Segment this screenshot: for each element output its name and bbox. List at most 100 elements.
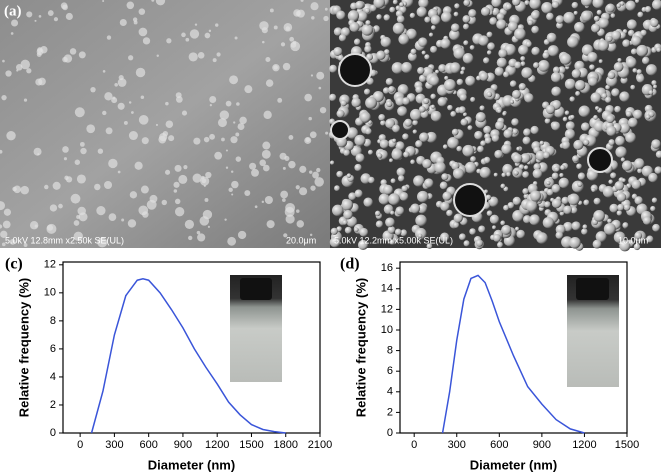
sem-particle	[410, 48, 417, 55]
sem-particle	[483, 156, 491, 164]
sem-particle	[521, 67, 533, 79]
sem-particle	[522, 136, 531, 145]
sem-particle	[463, 0, 471, 7]
sem-particle	[338, 34, 347, 42]
sem-particle	[336, 109, 345, 118]
sem-particle	[606, 35, 613, 42]
sem-particle	[479, 166, 491, 179]
sem-particle	[259, 21, 269, 31]
sem-particle	[578, 105, 591, 118]
sem-particle	[610, 13, 616, 19]
sem-particle	[440, 201, 450, 212]
sem-particle	[359, 111, 371, 123]
sem-particle	[451, 128, 459, 136]
sem-particle	[529, 0, 542, 10]
sem-particle	[608, 139, 615, 146]
sem-particle	[399, 191, 409, 201]
sem-particle	[486, 50, 492, 55]
sem-particle	[29, 221, 39, 230]
sem-particle	[592, 239, 602, 249]
sem-particle	[614, 105, 621, 113]
sem-particle	[460, 118, 468, 126]
sem-particle	[456, 78, 464, 86]
sem-scale: 10.0μm	[618, 235, 648, 245]
sem-particle	[412, 129, 418, 134]
sem-particle	[188, 52, 198, 62]
sem-particle	[609, 203, 619, 213]
sem-particle	[230, 170, 234, 173]
sem-particle	[181, 110, 188, 116]
sem-particle	[135, 67, 146, 78]
sem-particle	[199, 216, 210, 226]
vial-inset	[230, 275, 282, 382]
sem-particle	[389, 239, 395, 245]
sem-particle	[464, 161, 477, 174]
x-tick-label: 0	[411, 439, 417, 451]
sem-particle	[97, 237, 108, 248]
sem-particle	[514, 61, 522, 69]
sem-particle	[520, 153, 531, 164]
sem-particle	[442, 144, 448, 150]
sem-particle	[426, 243, 433, 250]
sem-particle	[619, 1, 625, 6]
sem-particle	[112, 96, 116, 100]
sem-particle	[576, 163, 582, 170]
sem-particle	[53, 17, 59, 22]
sem-particle	[401, 61, 413, 74]
sem-particle	[587, 51, 598, 63]
sem-hole	[338, 53, 372, 87]
sem-particle	[574, 21, 585, 33]
sem-particle	[478, 35, 489, 46]
sem-particle	[5, 70, 12, 77]
sem-particle	[551, 86, 562, 97]
sem-particle	[571, 1, 579, 9]
sem-particle	[616, 3, 621, 8]
sem-particle	[577, 172, 586, 180]
sem-particle	[483, 125, 492, 134]
sem-particle	[366, 53, 374, 61]
sem-particle	[556, 21, 564, 29]
sem-particle	[183, 165, 188, 170]
sem-particle	[503, 71, 510, 78]
sem-particle	[234, 36, 238, 40]
sem-particle	[251, 168, 259, 177]
sem-particle	[165, 120, 174, 128]
x-tick-label: 1500	[615, 439, 639, 451]
sem-particle	[621, 178, 626, 183]
sem-particle	[428, 75, 440, 86]
sem-particle	[486, 91, 493, 98]
sem-particle	[507, 201, 515, 209]
sem-particle	[493, 234, 501, 242]
sem-particle	[500, 220, 506, 226]
sem-particle	[545, 104, 556, 115]
sem-particle	[522, 188, 529, 195]
sem-particle	[497, 108, 502, 114]
sem-particle	[26, 68, 32, 74]
sem-particle	[280, 190, 289, 199]
sem-particle	[254, 205, 258, 209]
sem-particle	[208, 29, 212, 33]
sem-particle	[453, 213, 463, 223]
sem-particle	[619, 240, 631, 252]
sem-particle	[542, 51, 550, 59]
sem-particle	[79, 141, 85, 147]
sem-particle	[610, 172, 617, 179]
sem-particle	[333, 27, 343, 36]
y-tick-label: 6	[387, 365, 393, 377]
sem-particle	[591, 187, 596, 193]
sem-particle	[469, 228, 476, 235]
sem-particle	[613, 231, 626, 244]
sem-particle	[407, 52, 417, 62]
sem-particle	[480, 6, 491, 17]
sem-particle	[244, 190, 251, 197]
sem-particle	[308, 116, 312, 121]
sem-particle	[201, 175, 205, 180]
sem-particle	[421, 50, 426, 55]
sem-particle	[474, 130, 483, 140]
sem-particle	[418, 233, 423, 238]
sem-particle	[225, 149, 228, 152]
plot-frame	[62, 261, 321, 434]
sem-particle	[310, 2, 319, 11]
sem-particle	[65, 12, 73, 20]
sem-particle	[564, 78, 576, 90]
